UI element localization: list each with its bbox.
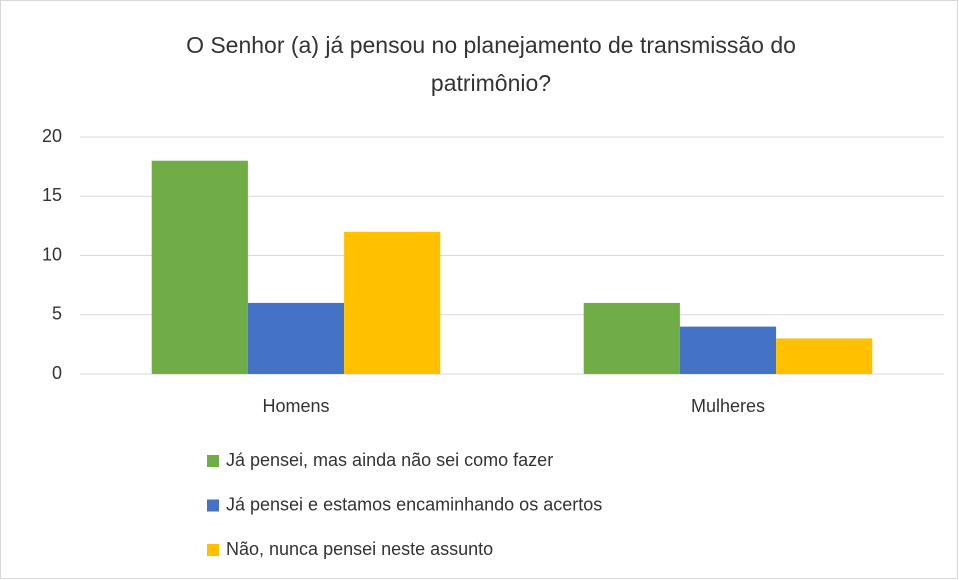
legend-label: Já pensei, mas ainda não sei como fazer [226,450,553,470]
y-tick-label: 20 [42,126,62,146]
bar [247,302,345,374]
x-tick-label: Mulheres [691,396,765,416]
bar [344,231,441,374]
bar [679,326,777,374]
bar [151,160,248,374]
legend-label: Não, nunca pensei neste assunto [226,539,493,559]
bar [583,302,680,374]
y-tick-label: 5 [52,304,62,324]
bar [776,338,873,374]
x-tick-label: Homens [262,396,329,416]
legend-swatch [207,544,219,556]
legend-label: Já pensei e estamos encaminhando os acer… [226,494,602,514]
y-tick-label: 10 [42,244,62,264]
legend-swatch [207,499,219,512]
y-tick-label: 15 [42,185,62,205]
chart-title: O Senhor (a) já pensou no planejamento d… [186,32,796,96]
y-tick-label: 0 [52,363,62,383]
legend-swatch [207,455,219,467]
